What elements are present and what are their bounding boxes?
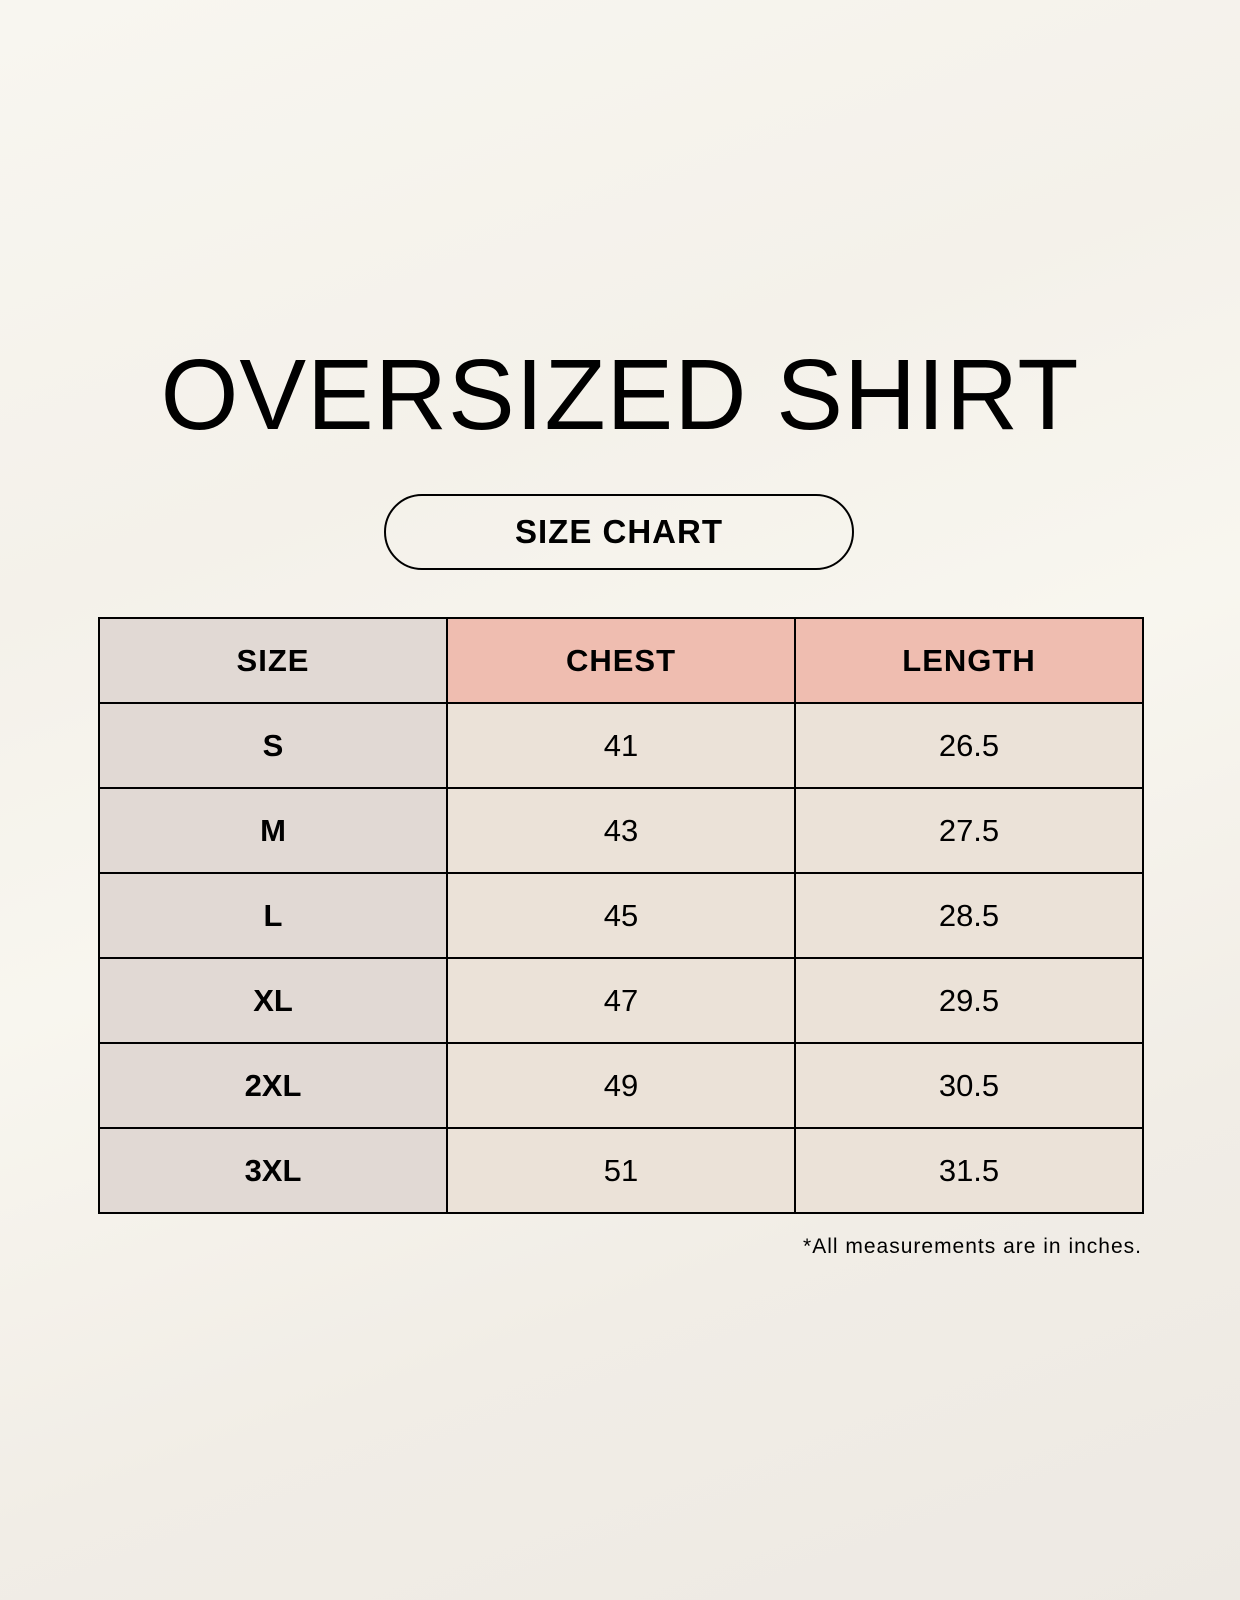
chest-cell: 51 <box>446 1127 796 1214</box>
chest-cell: 41 <box>446 702 796 789</box>
table-row: 2XL 49 30.5 <box>98 1042 1144 1129</box>
table-row: 3XL 51 31.5 <box>98 1127 1144 1214</box>
measurement-note: *All measurements are in inches. <box>803 1235 1142 1258</box>
size-cell: S <box>98 702 448 789</box>
length-cell: 27.5 <box>794 787 1144 874</box>
chest-cell: 45 <box>446 872 796 959</box>
size-cell: M <box>98 787 448 874</box>
table-row: S 41 26.5 <box>98 702 1144 789</box>
header-size: SIZE <box>98 617 448 704</box>
size-cell: 3XL <box>98 1127 448 1214</box>
length-cell: 28.5 <box>794 872 1144 959</box>
size-chart-badge: SIZE CHART <box>384 494 854 570</box>
table-header-row: SIZE CHEST LENGTH <box>98 617 1144 704</box>
chest-cell: 43 <box>446 787 796 874</box>
table-row: M 43 27.5 <box>98 787 1144 874</box>
chest-cell: 47 <box>446 957 796 1044</box>
size-table: SIZE CHEST LENGTH S 41 26.5 M 43 27.5 L 45 28.5 X… <box>98 617 1144 1214</box>
length-cell: 26.5 <box>794 702 1144 789</box>
length-cell: 31.5 <box>794 1127 1144 1214</box>
chest-cell: 49 <box>446 1042 796 1129</box>
size-cell: 2XL <box>98 1042 448 1129</box>
length-cell: 30.5 <box>794 1042 1144 1129</box>
page-title: OVERSIZED SHIRT <box>160 339 1080 451</box>
table-row: L 45 28.5 <box>98 872 1144 959</box>
size-cell: XL <box>98 957 448 1044</box>
header-length: LENGTH <box>794 617 1144 704</box>
table-row: XL 47 29.5 <box>98 957 1144 1044</box>
size-cell: L <box>98 872 448 959</box>
length-cell: 29.5 <box>794 957 1144 1044</box>
header-chest: CHEST <box>446 617 796 704</box>
